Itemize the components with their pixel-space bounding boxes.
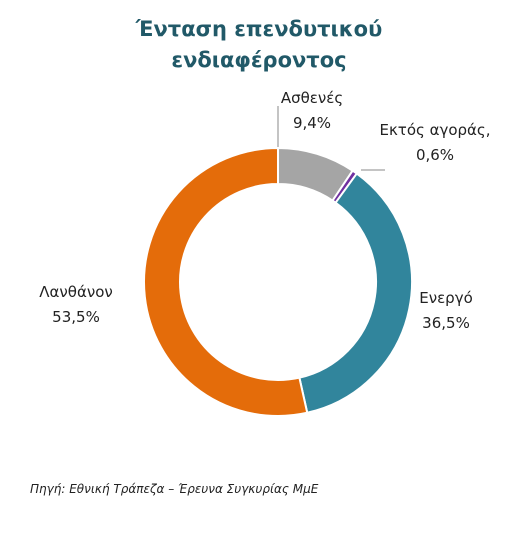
chart-title: Ένταση επενδυτικού ενδιαφέροντος: [135, 17, 383, 72]
source-note: Πηγή: Εθνική Τράπεζα – Έρευνα Συγκυρίας …: [30, 482, 319, 496]
slice-label: Λανθάνον: [39, 283, 113, 301]
slice-value: 36,5%: [422, 314, 470, 332]
slice-value: 53,5%: [52, 308, 100, 326]
slice-label: Ασθενές: [281, 89, 343, 107]
slice-label: Ενεργό: [419, 289, 473, 307]
slice-value: 9,4%: [293, 114, 331, 132]
chart: Ασθενές 9,4% Εκτός αγοράς, 0,6% Ενεργό 36,5% Λ…: [39, 89, 491, 417]
donut-slice: [298, 172, 413, 414]
donut-slice: [143, 146, 309, 417]
slice-label: Εκτός αγοράς,: [379, 121, 490, 139]
slice-value: 0,6%: [416, 146, 454, 164]
